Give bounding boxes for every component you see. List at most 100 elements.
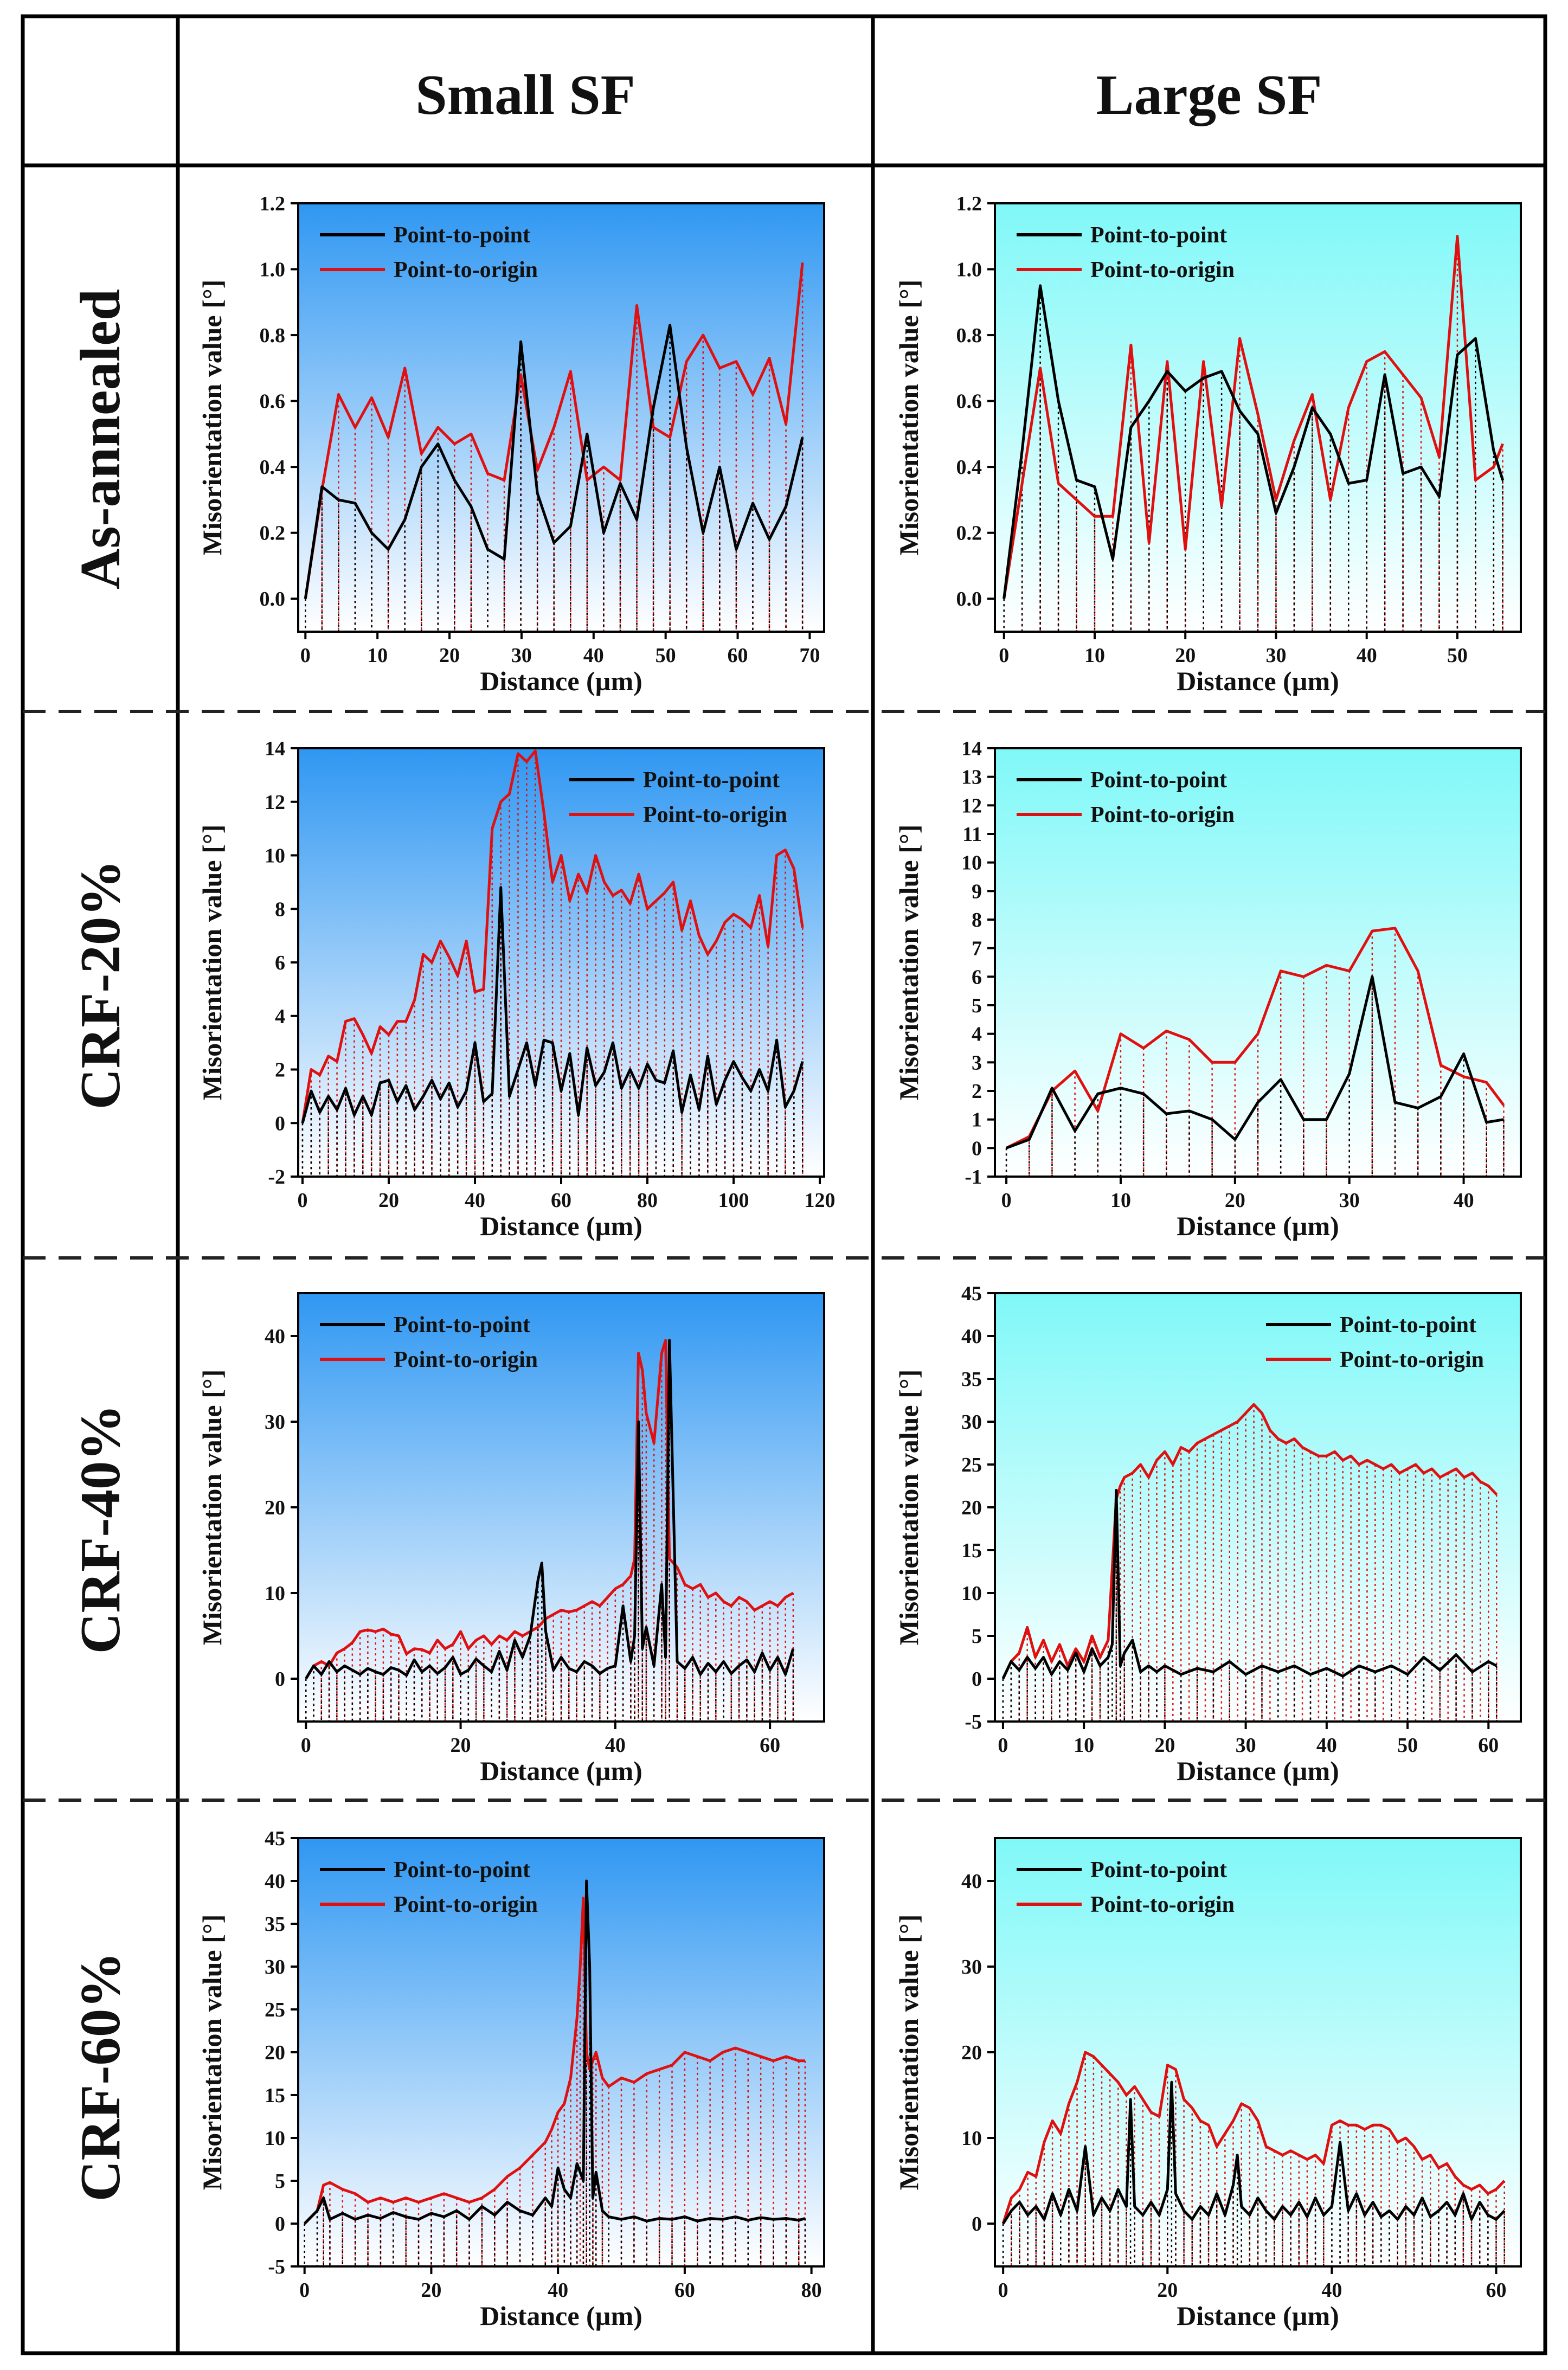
y-tick-label: 35	[961, 1368, 982, 1391]
y-tick-label: 6	[275, 952, 285, 974]
y-tick-label: 1.0	[956, 259, 982, 281]
y-tick-label: 6	[972, 966, 982, 988]
x-tick-label: 40	[1454, 1189, 1474, 1212]
series-line-point-to-point	[1001, 1488, 1498, 1680]
legend-label: Point-to-point	[1090, 223, 1227, 248]
plot-frame	[297, 202, 825, 633]
y-tick-label: 2	[972, 1080, 982, 1103]
series-line-point-to-point	[1006, 975, 1504, 1149]
x-tick-label: 20	[378, 1189, 399, 1212]
x-tick-label: 120	[805, 1189, 836, 1212]
x-tick-label: 80	[637, 1189, 658, 1212]
chart-crf40-large: 0 10 20 30 40 50 60 -5 0 5 10 15 20 25 30 35 40 45 Distanc…	[894, 1282, 1522, 1786]
y-tick-label: 0	[275, 1668, 285, 1691]
x-tick-label: 20	[1175, 644, 1196, 667]
series-line-point-to-point	[1002, 2080, 1506, 2225]
y-tick-label: 1.2	[956, 192, 982, 215]
legend-label: Point-to-origin	[394, 1892, 538, 1917]
x-tick-label: 100	[718, 1189, 749, 1212]
x-tick-label: 0	[299, 2279, 310, 2302]
y-tick-label: 20	[961, 1496, 982, 1519]
y-tick-label: 13	[961, 766, 982, 789]
x-tick-label: 10	[1074, 1734, 1094, 1757]
x-tick-label: 50	[656, 644, 676, 667]
y-tick-label: -1	[965, 1166, 982, 1189]
y-tick-label: 40	[265, 1325, 285, 1348]
y-tick-label: 45	[961, 1282, 982, 1305]
x-tick-label: 20	[451, 1734, 471, 1757]
chart-crf20-small: 0 20 40 60 80 100 120 -2 0 2 4 6 8 10 12 14 Distance (µm…	[197, 737, 836, 1241]
y-tick-label: 40	[265, 1870, 285, 1893]
y-axis-title: Misorientation value [°]	[894, 1915, 924, 2191]
series-line-point-to-origin	[303, 1897, 805, 2225]
y-tick-label: 10	[961, 852, 982, 875]
y-tick-label: 0.4	[956, 456, 982, 479]
legend-label: Point-to-origin	[394, 258, 538, 282]
y-tick-label: 9	[972, 880, 982, 903]
y-tick-label: 5	[972, 994, 982, 1017]
y-tick-label: 40	[961, 1325, 982, 1348]
y-tick-label: 30	[961, 1956, 982, 1979]
x-tick-label: 60	[760, 1734, 780, 1757]
plot-area	[995, 1838, 1521, 2266]
x-tick-label: 40	[548, 2279, 568, 2302]
legend-label: Point-to-point	[1340, 1313, 1476, 1338]
series-line-point-to-origin	[1005, 927, 1505, 1149]
y-tick-label: 40	[961, 1870, 982, 1893]
chart-crf60-small: 0 20 40 60 80 -5 0 5 10 15 20 25 30 35 40 45 Distance (µ…	[197, 1827, 825, 2331]
y-tick-label: 10	[961, 2127, 982, 2150]
y-tick-label: 4	[972, 1023, 982, 1046]
y-tick-label: 20	[961, 2041, 982, 2064]
legend-label: Point-to-origin	[1340, 1347, 1484, 1372]
row-header-crf-20: CRF-20%	[68, 860, 132, 1110]
y-axis-title: Misorientation value [°]	[197, 1370, 227, 1646]
y-tick-label: 10	[265, 845, 285, 868]
series-line-point-to-origin	[1001, 2051, 1506, 2224]
y-tick-label: 12	[265, 791, 285, 814]
table-border	[21, 14, 1547, 2355]
legend-label: Point-to-origin	[643, 802, 787, 827]
x-tick-label: 20	[1157, 2279, 1178, 2302]
x-tick-label: 30	[511, 644, 532, 667]
column-header-small-sf: Small SF	[415, 63, 635, 126]
x-tick-label: 40	[465, 1189, 485, 1212]
x-tick-label: 0	[297, 1189, 307, 1212]
y-tick-label: 30	[961, 1411, 982, 1434]
y-tick-label: 0.2	[956, 522, 982, 545]
chart-crf20-large: 0 10 20 30 40-101234567891011121314Distance …	[894, 737, 1522, 1241]
y-tick-label: 8	[972, 909, 982, 932]
x-tick-label: 50	[1447, 644, 1468, 667]
y-tick-label: 30	[265, 1956, 285, 1979]
plot-area	[298, 1838, 824, 2266]
x-tick-label: 10	[367, 644, 388, 667]
series-line-point-to-point	[303, 1879, 806, 2225]
y-tick-label: 25	[961, 1454, 982, 1476]
x-tick-label: 40	[605, 1734, 626, 1757]
y-tick-label: 0.0	[956, 588, 982, 611]
x-tick-label: 20	[1154, 1734, 1175, 1757]
y-axis-title: Misorientation value [°]	[197, 1915, 227, 2191]
y-tick-label: 0.2	[260, 522, 286, 545]
y-tick-label: 5	[275, 2170, 285, 2193]
x-axis-title: Distance (µm)	[1177, 666, 1339, 696]
y-axis-title: Misorientation value [°]	[894, 280, 924, 556]
y-tick-label: 0	[972, 1668, 982, 1691]
legend-label: Point-to-origin	[1090, 1892, 1235, 1917]
y-tick-label: -5	[965, 1711, 982, 1733]
y-tick-label: 25	[265, 1999, 285, 2021]
x-axis-title: Distance (µm)	[1177, 1756, 1339, 1786]
x-axis-title: Distance (µm)	[480, 1756, 642, 1786]
y-tick-label: -5	[268, 2256, 285, 2278]
row-header-as-annealed: As-annealed	[68, 289, 132, 589]
y-tick-label: 1	[972, 1109, 982, 1132]
x-tick-label: 60	[551, 1189, 571, 1212]
y-tick-label: 20	[265, 1496, 285, 1519]
y-tick-label: 20	[265, 2041, 285, 2064]
y-tick-label: 8	[275, 898, 285, 921]
y-tick-label: 0	[275, 2213, 285, 2236]
y-tick-label: 1.0	[260, 259, 286, 281]
y-tick-label: 15	[961, 1539, 982, 1562]
y-tick-label: 35	[265, 1913, 285, 1936]
x-tick-label: 30	[1339, 1189, 1360, 1212]
